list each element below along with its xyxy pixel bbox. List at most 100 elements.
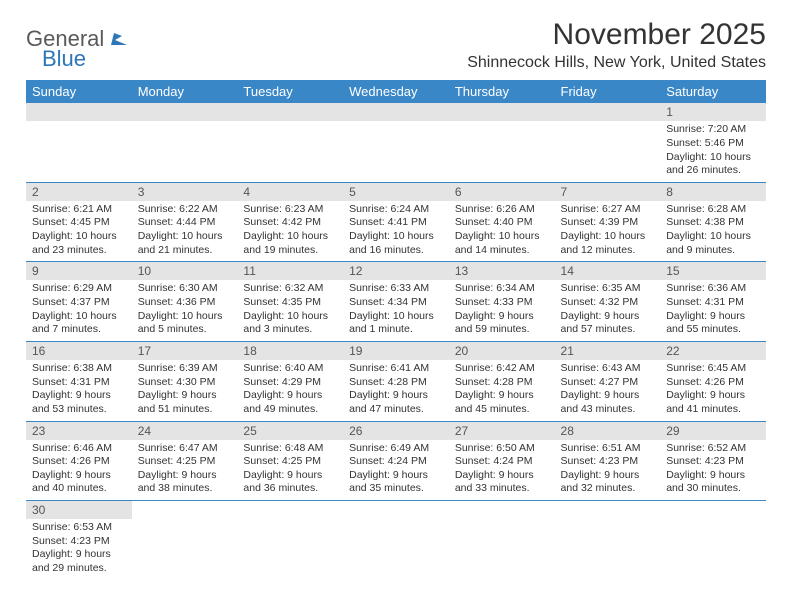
calendar-row: 9 Sunrise: 6:29 AM Sunset: 4:37 PM Dayli… xyxy=(26,262,766,342)
month-title: November 2025 xyxy=(467,18,766,52)
logo-flag-icon xyxy=(111,31,133,52)
day-number: 12 xyxy=(343,262,449,280)
day-number: 27 xyxy=(449,422,555,440)
day-number: 11 xyxy=(237,262,343,280)
calendar-cell xyxy=(660,501,766,580)
header: General Blue November 2025 Shinnecock Hi… xyxy=(26,18,766,72)
calendar-row: 30 Sunrise: 6:53 AM Sunset: 4:23 PM Dayl… xyxy=(26,501,766,580)
calendar-cell xyxy=(343,501,449,580)
calendar-cell: 11 Sunrise: 6:32 AM Sunset: 4:35 PM Dayl… xyxy=(237,262,343,342)
calendar-cell: 10 Sunrise: 6:30 AM Sunset: 4:36 PM Dayl… xyxy=(132,262,238,342)
calendar-row: 16 Sunrise: 6:38 AM Sunset: 4:31 PM Dayl… xyxy=(26,341,766,421)
day-info: Sunrise: 6:22 AM Sunset: 4:44 PM Dayligh… xyxy=(132,201,238,262)
day-number-empty xyxy=(132,103,238,121)
day-number: 3 xyxy=(132,183,238,201)
calendar-cell xyxy=(555,103,661,182)
day-number-empty xyxy=(26,103,132,121)
weekday-header: Monday xyxy=(132,80,238,103)
calendar-cell: 24 Sunrise: 6:47 AM Sunset: 4:25 PM Dayl… xyxy=(132,421,238,501)
calendar-cell: 13 Sunrise: 6:34 AM Sunset: 4:33 PM Dayl… xyxy=(449,262,555,342)
day-info: Sunrise: 6:26 AM Sunset: 4:40 PM Dayligh… xyxy=(449,201,555,262)
calendar-cell xyxy=(343,103,449,182)
day-number: 19 xyxy=(343,342,449,360)
calendar-row: 2 Sunrise: 6:21 AM Sunset: 4:45 PM Dayli… xyxy=(26,182,766,262)
day-info: Sunrise: 6:52 AM Sunset: 4:23 PM Dayligh… xyxy=(660,440,766,501)
calendar-cell: 27 Sunrise: 6:50 AM Sunset: 4:24 PM Dayl… xyxy=(449,421,555,501)
calendar-cell xyxy=(449,501,555,580)
day-number: 25 xyxy=(237,422,343,440)
day-number: 24 xyxy=(132,422,238,440)
day-info: Sunrise: 6:30 AM Sunset: 4:36 PM Dayligh… xyxy=(132,280,238,341)
calendar-cell xyxy=(26,103,132,182)
day-info: Sunrise: 6:45 AM Sunset: 4:26 PM Dayligh… xyxy=(660,360,766,421)
day-number-empty xyxy=(555,103,661,121)
calendar-cell: 18 Sunrise: 6:40 AM Sunset: 4:29 PM Dayl… xyxy=(237,341,343,421)
day-info: Sunrise: 6:40 AM Sunset: 4:29 PM Dayligh… xyxy=(237,360,343,421)
day-info: Sunrise: 6:21 AM Sunset: 4:45 PM Dayligh… xyxy=(26,201,132,262)
day-number-empty xyxy=(449,103,555,121)
calendar-cell xyxy=(237,501,343,580)
day-number: 9 xyxy=(26,262,132,280)
day-number: 14 xyxy=(555,262,661,280)
calendar-cell: 26 Sunrise: 6:49 AM Sunset: 4:24 PM Dayl… xyxy=(343,421,449,501)
day-info: Sunrise: 6:29 AM Sunset: 4:37 PM Dayligh… xyxy=(26,280,132,341)
calendar-cell xyxy=(132,103,238,182)
calendar-cell: 1 Sunrise: 7:20 AM Sunset: 5:46 PM Dayli… xyxy=(660,103,766,182)
calendar-row: 23 Sunrise: 6:46 AM Sunset: 4:26 PM Dayl… xyxy=(26,421,766,501)
day-info: Sunrise: 6:50 AM Sunset: 4:24 PM Dayligh… xyxy=(449,440,555,501)
calendar-cell: 8 Sunrise: 6:28 AM Sunset: 4:38 PM Dayli… xyxy=(660,182,766,262)
day-number: 15 xyxy=(660,262,766,280)
weekday-header: Sunday xyxy=(26,80,132,103)
day-info: Sunrise: 6:33 AM Sunset: 4:34 PM Dayligh… xyxy=(343,280,449,341)
day-info: Sunrise: 6:41 AM Sunset: 4:28 PM Dayligh… xyxy=(343,360,449,421)
day-info: Sunrise: 6:46 AM Sunset: 4:26 PM Dayligh… xyxy=(26,440,132,501)
calendar-cell: 30 Sunrise: 6:53 AM Sunset: 4:23 PM Dayl… xyxy=(26,501,132,580)
day-number: 2 xyxy=(26,183,132,201)
day-info: Sunrise: 6:35 AM Sunset: 4:32 PM Dayligh… xyxy=(555,280,661,341)
calendar-cell: 2 Sunrise: 6:21 AM Sunset: 4:45 PM Dayli… xyxy=(26,182,132,262)
weekday-header: Tuesday xyxy=(237,80,343,103)
day-number: 23 xyxy=(26,422,132,440)
calendar-cell: 14 Sunrise: 6:35 AM Sunset: 4:32 PM Dayl… xyxy=(555,262,661,342)
day-number: 5 xyxy=(343,183,449,201)
calendar-cell: 6 Sunrise: 6:26 AM Sunset: 4:40 PM Dayli… xyxy=(449,182,555,262)
calendar-cell: 29 Sunrise: 6:52 AM Sunset: 4:23 PM Dayl… xyxy=(660,421,766,501)
calendar-cell: 23 Sunrise: 6:46 AM Sunset: 4:26 PM Dayl… xyxy=(26,421,132,501)
day-number: 29 xyxy=(660,422,766,440)
day-info: Sunrise: 6:53 AM Sunset: 4:23 PM Dayligh… xyxy=(26,519,132,580)
calendar-cell xyxy=(132,501,238,580)
day-number-empty xyxy=(237,103,343,121)
weekday-header-row: Sunday Monday Tuesday Wednesday Thursday… xyxy=(26,80,766,103)
day-info: Sunrise: 6:39 AM Sunset: 4:30 PM Dayligh… xyxy=(132,360,238,421)
day-number: 26 xyxy=(343,422,449,440)
weekday-header: Thursday xyxy=(449,80,555,103)
day-info: Sunrise: 6:43 AM Sunset: 4:27 PM Dayligh… xyxy=(555,360,661,421)
day-number-empty xyxy=(343,103,449,121)
calendar-cell: 5 Sunrise: 6:24 AM Sunset: 4:41 PM Dayli… xyxy=(343,182,449,262)
day-number: 1 xyxy=(660,103,766,121)
day-info: Sunrise: 6:49 AM Sunset: 4:24 PM Dayligh… xyxy=(343,440,449,501)
day-number: 6 xyxy=(449,183,555,201)
day-info: Sunrise: 6:28 AM Sunset: 4:38 PM Dayligh… xyxy=(660,201,766,262)
location: Shinnecock Hills, New York, United State… xyxy=(467,54,766,72)
day-number: 8 xyxy=(660,183,766,201)
calendar-cell: 12 Sunrise: 6:33 AM Sunset: 4:34 PM Dayl… xyxy=(343,262,449,342)
day-number: 22 xyxy=(660,342,766,360)
day-info: Sunrise: 6:23 AM Sunset: 4:42 PM Dayligh… xyxy=(237,201,343,262)
day-number: 4 xyxy=(237,183,343,201)
day-info: Sunrise: 6:47 AM Sunset: 4:25 PM Dayligh… xyxy=(132,440,238,501)
calendar-cell: 20 Sunrise: 6:42 AM Sunset: 4:28 PM Dayl… xyxy=(449,341,555,421)
day-number: 30 xyxy=(26,501,132,519)
calendar-cell: 15 Sunrise: 6:36 AM Sunset: 4:31 PM Dayl… xyxy=(660,262,766,342)
day-info: Sunrise: 6:34 AM Sunset: 4:33 PM Dayligh… xyxy=(449,280,555,341)
day-number: 21 xyxy=(555,342,661,360)
logo: General Blue xyxy=(26,26,133,72)
day-number: 18 xyxy=(237,342,343,360)
calendar-cell: 22 Sunrise: 6:45 AM Sunset: 4:26 PM Dayl… xyxy=(660,341,766,421)
title-block: November 2025 Shinnecock Hills, New York… xyxy=(467,18,766,72)
day-number: 17 xyxy=(132,342,238,360)
weekday-header: Wednesday xyxy=(343,80,449,103)
weekday-header: Friday xyxy=(555,80,661,103)
day-info: Sunrise: 6:51 AM Sunset: 4:23 PM Dayligh… xyxy=(555,440,661,501)
day-info: Sunrise: 6:48 AM Sunset: 4:25 PM Dayligh… xyxy=(237,440,343,501)
